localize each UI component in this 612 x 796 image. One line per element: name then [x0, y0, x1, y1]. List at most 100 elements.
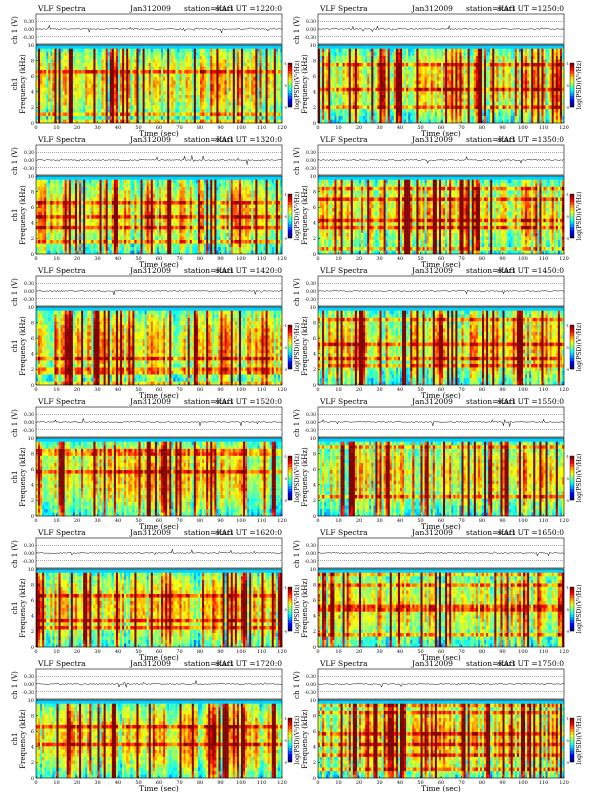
spectrogram-cell: [190, 116, 192, 120]
spectrogram-cell: [169, 80, 171, 84]
spectrogram-cell: [380, 56, 382, 60]
spectrogram-cell: [264, 73, 266, 77]
spectrogram-cell: [441, 105, 443, 109]
spectrogram-cell: [253, 109, 255, 113]
spectrogram-cell: [139, 88, 141, 92]
spectrogram-cell: [412, 91, 414, 95]
spectrogram-cell: [95, 98, 97, 102]
spectrogram-cell: [65, 84, 67, 88]
spectrogram-cell: [427, 52, 429, 56]
spectrogram-cell: [175, 119, 177, 123]
spectrogram-cell: [492, 88, 494, 92]
spectrogram-cell: [122, 77, 124, 81]
spectrogram-cell: [42, 88, 44, 92]
spectrogram-cell: [124, 52, 126, 56]
spectrogram-cell: [435, 80, 437, 84]
spectrogram-cell: [359, 77, 361, 81]
spectrogram-cell: [386, 80, 388, 84]
spectrogram-cell: [488, 116, 490, 120]
spectrogram-cell: [386, 95, 388, 99]
spectrogram-cell: [188, 70, 190, 74]
spectrogram-cell: [153, 63, 155, 67]
spectrogram-cell: [112, 52, 114, 56]
spectrogram-cell: [464, 119, 466, 123]
spectrogram-cell: [214, 91, 216, 95]
spectrogram-cell: [208, 88, 210, 92]
spectrogram-cell: [276, 116, 278, 120]
spectrogram-cell: [116, 98, 118, 102]
spectrogram-cell: [241, 105, 243, 109]
spectrogram-cell: [229, 49, 231, 53]
spectrogram-cell: [59, 63, 61, 67]
spectrogram-cell: [492, 49, 494, 53]
spectrogram-cell: [153, 56, 155, 60]
spectrogram-cell: [523, 116, 525, 120]
spectrogram-cell: [386, 98, 388, 102]
spectrogram-cell: [318, 66, 320, 70]
spectrogram-cell: [472, 77, 474, 81]
spectrogram-cell: [218, 63, 220, 67]
spectrogram-cell: [167, 73, 169, 77]
spectrogram-cell: [132, 45, 134, 49]
spectrogram-cell: [69, 52, 71, 56]
spectrogram-cell: [449, 95, 451, 99]
spectrogram-cell: [173, 119, 175, 123]
spectrogram-cell: [102, 88, 104, 92]
spectrogram-cell: [373, 52, 375, 56]
spectrogram-cell: [147, 59, 149, 63]
spectrogram-cell: [180, 77, 182, 81]
spectrogram-cell: [229, 112, 231, 116]
spectrogram-cell: [186, 56, 188, 60]
spectrogram-cell: [336, 80, 338, 84]
spectrogram-cell: [36, 59, 38, 63]
spectrogram-cell: [371, 105, 373, 109]
spectrogram-cell: [437, 52, 439, 56]
spectrogram-cell: [98, 119, 100, 123]
spectrogram-cell: [208, 112, 210, 116]
spectrogram-cell: [198, 88, 200, 92]
spectrogram-cell: [79, 73, 81, 77]
spectrogram-cell: [216, 88, 218, 92]
spectrogram-cell: [118, 52, 120, 56]
spectrogram-cell: [439, 63, 441, 67]
spectrogram-cell: [245, 109, 247, 113]
spectrogram-cell: [83, 70, 85, 74]
spectrogram-cell: [95, 91, 97, 95]
spectrogram-cell: [382, 66, 384, 70]
spectrogram-cell: [382, 80, 384, 84]
spectrogram-cell: [519, 112, 521, 116]
spectrogram-cell: [188, 66, 190, 70]
spectrogram-cell: [73, 45, 75, 49]
spectrogram-cell: [255, 59, 257, 63]
spectrogram-cell: [153, 98, 155, 102]
spectrogram-cell: [270, 49, 272, 53]
spectrogram-cell: [322, 95, 324, 99]
spectrogram-cell: [139, 84, 141, 88]
spectrogram-cell: [268, 56, 270, 60]
spectrogram-cell: [124, 45, 126, 49]
spectrogram-cell: [231, 98, 233, 102]
spectrogram-cell: [517, 91, 519, 95]
spectrogram-cell: [425, 66, 427, 70]
spectrogram-cell: [357, 116, 359, 120]
spectrogram-cell: [52, 52, 54, 56]
spectrogram-cell: [474, 63, 476, 67]
spectrogram-cell: [52, 119, 54, 123]
spectrogram-cell: [404, 70, 406, 74]
spectrogram-cell: [503, 109, 505, 113]
spectrogram-cell: [443, 45, 445, 49]
spectrogram-cell: [57, 49, 59, 53]
spectrogram-cell: [171, 49, 173, 53]
spectrogram-cell: [500, 112, 502, 116]
spectrogram-cell: [104, 56, 106, 60]
spectrogram-cell: [371, 73, 373, 77]
spectrogram-cell: [486, 98, 488, 102]
spectrogram-cell: [239, 70, 241, 74]
spectrogram-cell: [163, 80, 165, 84]
spectrogram-cell: [410, 109, 412, 113]
spectrogram-cell: [75, 70, 77, 74]
spectrogram-cell: [235, 109, 237, 113]
spectrogram-cell: [406, 91, 408, 95]
spectrogram-cell: [212, 63, 214, 67]
spectrogram-cell: [106, 88, 108, 92]
